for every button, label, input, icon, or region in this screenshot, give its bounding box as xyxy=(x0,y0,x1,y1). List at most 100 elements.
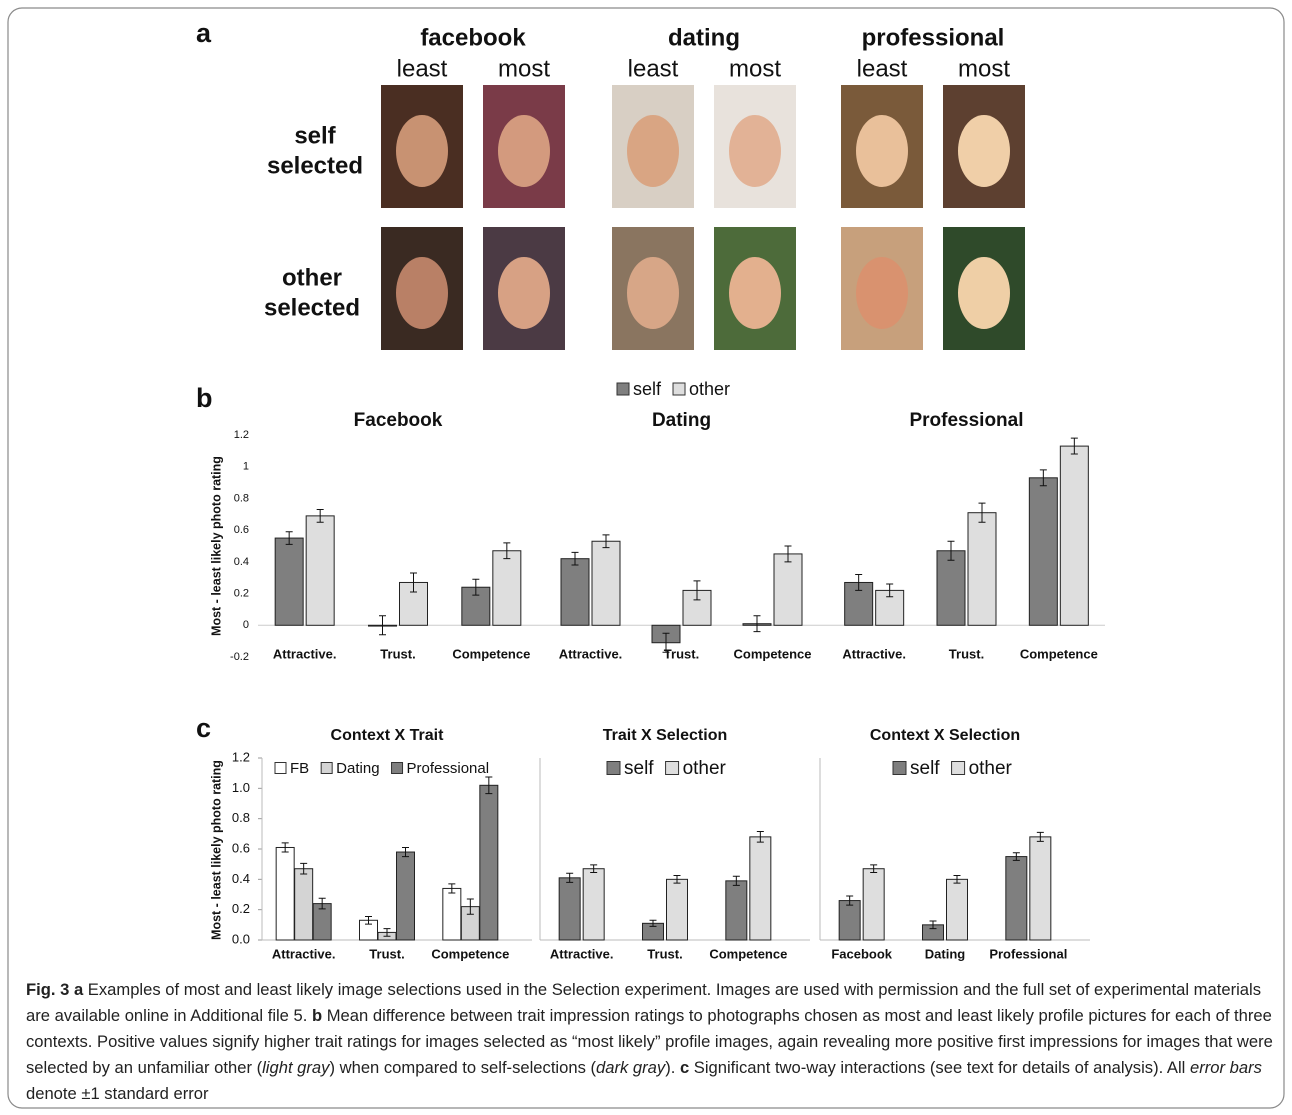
x-tick-label: Competence xyxy=(1020,646,1098,661)
caption-run: ) when compared to self-selections ( xyxy=(329,1058,596,1077)
y-tick-label: 0.8 xyxy=(232,810,250,825)
bar xyxy=(276,847,294,940)
bar xyxy=(1060,446,1088,625)
caption-run: dark gray xyxy=(596,1058,665,1077)
chart-title: Context X Trait xyxy=(331,727,445,744)
caption-run: light gray xyxy=(262,1058,329,1077)
bar xyxy=(937,551,965,626)
x-tick-label: Competence xyxy=(733,646,811,661)
y-tick-label: 0.0 xyxy=(232,931,250,946)
x-tick-label: Trust. xyxy=(647,946,682,961)
figure: afacebookleastmostdatingleastmostprofess… xyxy=(0,0,1292,1115)
photo-face xyxy=(396,257,448,329)
column-label: least xyxy=(628,55,679,82)
y-tick-label: 0 xyxy=(243,619,249,631)
x-tick-label: Competence xyxy=(452,646,530,661)
bar xyxy=(1030,837,1051,940)
bar xyxy=(306,516,334,625)
context-title: dating xyxy=(668,24,740,51)
figure-page: afacebookleastmostdatingleastmostprofess… xyxy=(0,0,1292,1115)
legend-label: Dating xyxy=(336,760,379,777)
bar xyxy=(750,837,771,940)
legend-label: other xyxy=(689,379,730,399)
context-title: facebook xyxy=(420,24,526,51)
row-label: other xyxy=(282,264,342,291)
caption-run: denote ±1 standard error xyxy=(26,1084,209,1103)
chart-title: Context X Selection xyxy=(870,727,1020,744)
caption-run: Fig. 3 a xyxy=(26,980,83,999)
photo-face xyxy=(396,115,448,187)
legend-swatch xyxy=(673,383,685,395)
legend-label: self xyxy=(910,758,940,779)
column-label: most xyxy=(958,55,1010,82)
x-tick-label: Trust. xyxy=(664,646,699,661)
chart-title: Dating xyxy=(652,410,711,431)
bar xyxy=(443,888,461,940)
y-tick-label: 0.2 xyxy=(234,587,249,599)
photo-face xyxy=(627,257,679,329)
x-tick-label: Dating xyxy=(925,946,966,961)
y-tick-label: 1.2 xyxy=(232,749,250,764)
column-label: most xyxy=(498,55,550,82)
bar xyxy=(397,852,415,940)
column-label: most xyxy=(729,55,781,82)
caption-run: Significant two-way interactions (see te… xyxy=(689,1058,1190,1077)
x-tick-label: Competence xyxy=(431,946,509,961)
legend-label: self xyxy=(624,758,654,779)
photo-face xyxy=(958,115,1010,187)
legend-swatch xyxy=(893,762,906,775)
panel-label: c xyxy=(196,713,211,743)
row-label: selected xyxy=(264,294,360,321)
x-tick-label: Trust. xyxy=(369,946,404,961)
photo-face xyxy=(856,115,908,187)
column-label: least xyxy=(397,55,448,82)
x-tick-label: Facebook xyxy=(831,946,892,961)
legend-label: self xyxy=(633,379,662,399)
photo-face xyxy=(627,115,679,187)
x-tick-label: Attractive. xyxy=(273,646,337,661)
x-tick-label: Trust. xyxy=(380,646,415,661)
bar xyxy=(561,559,589,626)
bar xyxy=(559,878,580,940)
legend-swatch xyxy=(952,762,965,775)
panel-label: a xyxy=(196,18,212,48)
caption-run: b xyxy=(312,1006,322,1025)
caption: Fig. 3 a Examples of most and least like… xyxy=(26,977,1276,1107)
legend-swatch xyxy=(666,762,679,775)
legend-label: other xyxy=(683,758,727,779)
caption-run: error bars xyxy=(1190,1058,1262,1077)
y-tick-label: 1 xyxy=(243,461,249,473)
x-tick-label: Competence xyxy=(709,946,787,961)
y-tick-label: 1.2 xyxy=(234,429,249,441)
y-tick-label: 0.4 xyxy=(234,556,249,568)
bar xyxy=(275,538,303,625)
bar xyxy=(863,869,884,940)
photo-face xyxy=(856,257,908,329)
row-label: selected xyxy=(267,152,363,179)
bar xyxy=(493,551,521,626)
bar xyxy=(295,869,313,940)
x-tick-label: Professional xyxy=(989,946,1067,961)
column-label: least xyxy=(857,55,908,82)
x-tick-label: Attractive. xyxy=(550,946,614,961)
bar xyxy=(583,869,604,940)
bar xyxy=(947,879,968,940)
legend-label: FB xyxy=(290,760,309,777)
photo-face xyxy=(498,115,550,187)
y-axis-label: Most - least likely photo rating xyxy=(209,760,223,940)
y-tick-label: 0.6 xyxy=(232,840,250,855)
bar xyxy=(480,785,498,940)
y-axis-label: Most - least likely photo rating xyxy=(209,456,223,636)
y-tick-label: 0.6 xyxy=(234,524,249,536)
bar xyxy=(592,541,620,625)
photo-face xyxy=(958,257,1010,329)
bar xyxy=(726,881,747,940)
caption-run: c xyxy=(680,1058,689,1077)
x-tick-label: Attractive. xyxy=(272,946,336,961)
photo-face xyxy=(729,115,781,187)
bar xyxy=(1006,857,1027,940)
legend-swatch xyxy=(275,763,286,774)
legend-swatch xyxy=(321,763,332,774)
legend-swatch xyxy=(607,762,620,775)
chart-title: Professional xyxy=(909,410,1023,431)
